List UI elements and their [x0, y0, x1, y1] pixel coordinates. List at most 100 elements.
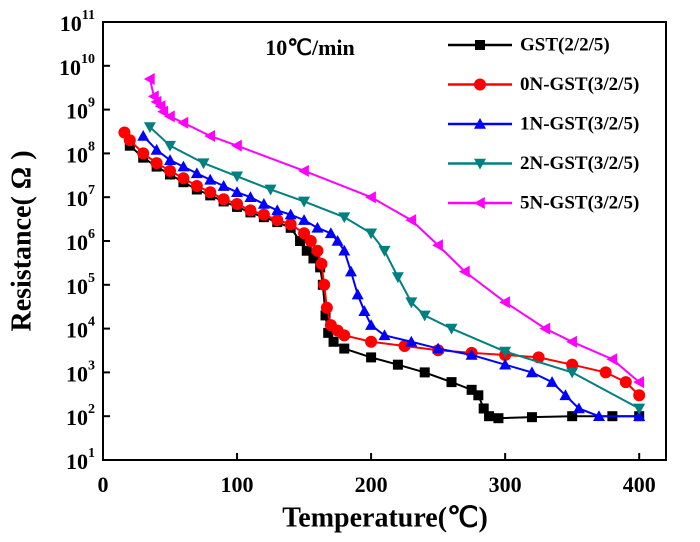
marker [365, 191, 376, 204]
marker [137, 147, 150, 160]
marker [324, 227, 337, 239]
marker [419, 367, 430, 378]
marker [405, 214, 417, 227]
marker [164, 110, 175, 123]
marker [418, 310, 431, 322]
marker [271, 204, 284, 216]
y-tick-label: 1011 [60, 8, 95, 36]
y-tick-base: 10 [59, 55, 81, 80]
marker [432, 342, 445, 354]
marker [304, 235, 317, 247]
marker [137, 129, 150, 141]
y-tick-label: 104 [66, 315, 95, 343]
marker [284, 218, 297, 231]
legend-marker [474, 78, 486, 91]
series-line [149, 126, 640, 410]
marker [257, 208, 270, 221]
marker [301, 245, 312, 256]
legend-label: 2N-GST(3/2/5) [520, 153, 639, 174]
marker [344, 265, 357, 277]
marker [244, 204, 257, 217]
marker [465, 348, 478, 360]
y-tick-base: 10 [60, 11, 82, 36]
y-tick-label: 108 [66, 140, 95, 168]
y-tick-base: 10 [66, 318, 88, 343]
y-tick-label: 105 [66, 271, 95, 299]
legend-label: 5N-GST(3/2/5) [520, 192, 639, 213]
marker [493, 413, 504, 424]
y-tick-label: 103 [66, 359, 95, 387]
x-tick-label: 100 [221, 472, 254, 497]
y-tick-label: 101 [66, 446, 95, 474]
y-tick-exponent: 5 [88, 271, 95, 286]
y-tick-label: 1010 [59, 52, 95, 80]
marker [392, 359, 403, 370]
marker [365, 319, 378, 330]
marker [231, 197, 244, 210]
marker [318, 278, 331, 291]
x-tick-label: 200 [355, 472, 388, 497]
marker [284, 208, 297, 220]
y-tick-base: 10 [66, 274, 88, 299]
marker [328, 336, 339, 347]
y-tick-exponent: 1 [88, 446, 95, 461]
marker [143, 122, 156, 134]
marker [311, 221, 324, 233]
x-tick-label: 0 [98, 472, 109, 497]
marker [157, 105, 169, 118]
y-tick-exponent: 2 [88, 402, 95, 417]
marker [405, 297, 418, 309]
series-line [129, 144, 640, 420]
marker [351, 288, 364, 300]
marker [231, 139, 242, 152]
legend-marker [474, 158, 486, 170]
y-tick-base: 10 [66, 186, 88, 211]
marker [378, 245, 391, 257]
y-tick-exponent: 4 [88, 315, 95, 330]
y-tick-label: 106 [66, 227, 95, 255]
marker [566, 367, 579, 379]
marker [298, 214, 311, 225]
y-tick-base: 10 [66, 361, 88, 386]
marker [298, 164, 309, 177]
marker [197, 158, 210, 170]
marker [366, 352, 377, 363]
y-tick-base: 10 [66, 230, 88, 255]
marker [204, 186, 217, 199]
y-tick-label: 102 [66, 402, 95, 430]
marker [150, 143, 163, 155]
marker [217, 180, 230, 191]
marker [606, 353, 618, 366]
marker [572, 402, 585, 414]
x-tick-label: 300 [489, 472, 522, 497]
marker [559, 389, 572, 401]
marker [257, 197, 270, 209]
marker [484, 411, 495, 422]
marker [295, 236, 306, 246]
y-tick-exponent: 10 [81, 52, 95, 67]
marker [150, 157, 163, 170]
legend-marker [475, 40, 485, 50]
x-axis-label: Temperature(℃) [282, 502, 488, 533]
marker [231, 171, 244, 183]
marker [143, 72, 155, 85]
marker [308, 253, 319, 264]
x-tick-label: 400 [623, 472, 656, 497]
marker [365, 228, 378, 240]
marker [311, 244, 324, 257]
marker [499, 358, 512, 370]
marker [177, 172, 190, 185]
y-tick-base: 10 [66, 449, 88, 474]
marker [499, 296, 510, 309]
marker [338, 212, 351, 224]
marker [546, 376, 559, 387]
marker [539, 322, 551, 335]
series-line [142, 135, 640, 418]
marker [331, 235, 344, 246]
y-tick-exponent: 6 [88, 227, 95, 242]
marker [204, 129, 216, 142]
marker [231, 186, 244, 198]
marker [633, 403, 646, 415]
marker [391, 272, 404, 284]
